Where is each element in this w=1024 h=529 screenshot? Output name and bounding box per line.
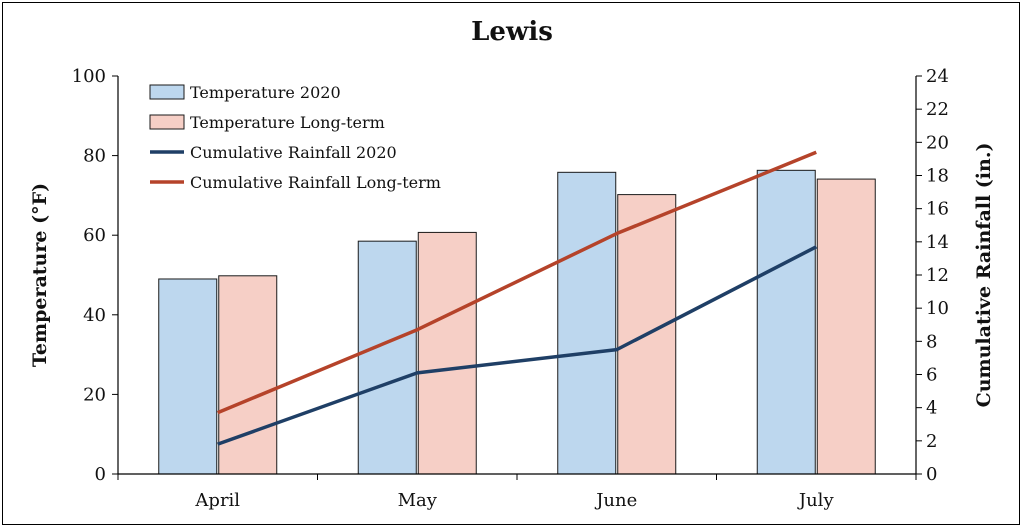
y-left-tick-label: 100 [72, 66, 106, 87]
legend-swatch-temp-2020 [149, 84, 185, 100]
legend-label-rainfall-longterm: Cumulative Rainfall Long-term [190, 173, 441, 192]
x-tick-label-may: May [398, 490, 438, 511]
legend-label-rainfall-2020: Cumulative Rainfall 2020 [190, 143, 397, 162]
y-right-tick-label: 18 [926, 166, 949, 187]
y-right-tick-label: 22 [926, 99, 949, 120]
y-right-tick-label: 24 [926, 66, 949, 87]
bar-temp-2020-april [158, 278, 218, 475]
y-right-axis-label: Cumulative Rainfall (in.) [973, 143, 995, 408]
legend-label-temp-longterm: Temperature Long-term [190, 113, 385, 132]
bar-temp-longterm-july [816, 178, 876, 475]
bar-temp-2020-june [557, 171, 617, 475]
y-left-tick-label: 80 [83, 146, 106, 167]
chart-title: Lewis [471, 17, 553, 47]
y-right-tick-label: 8 [926, 331, 937, 352]
y-left-tick-label: 40 [83, 305, 106, 326]
y-right-tick-label: 10 [926, 298, 949, 319]
line-rainfall-longterm [217, 150, 817, 415]
y-right-tick-label: 6 [926, 365, 937, 386]
legend-label-temp-2020: Temperature 2020 [190, 83, 341, 102]
legend-swatch-temp-longterm [149, 114, 185, 130]
bar-temp-2020-may [357, 240, 417, 475]
x-tick-label-july: July [797, 490, 835, 511]
y-right-tick-label: 2 [926, 431, 937, 452]
y-left-tick-label: 20 [83, 384, 106, 405]
y-right-tick-label: 12 [926, 265, 949, 286]
bar-temp-longterm-april [218, 275, 278, 475]
line-rainfall-2020 [217, 245, 818, 446]
y-left-axis-label: Temperature (°F) [29, 183, 51, 367]
y-right-tick-label: 20 [926, 132, 949, 153]
y-right-tick-label: 4 [926, 398, 937, 419]
bar-temp-longterm-may [417, 231, 477, 475]
y-right-tick-label: 14 [926, 232, 949, 253]
x-tick-label-april: April [194, 490, 240, 511]
y-left-tick-label: 60 [83, 225, 106, 246]
x-tick-label-june: June [594, 490, 637, 511]
y-right-tick-label: 0 [926, 464, 937, 485]
bar-temp-2020-july [756, 169, 816, 475]
y-left-tick-label: 0 [95, 464, 106, 485]
y-right-tick-label: 16 [926, 199, 949, 220]
